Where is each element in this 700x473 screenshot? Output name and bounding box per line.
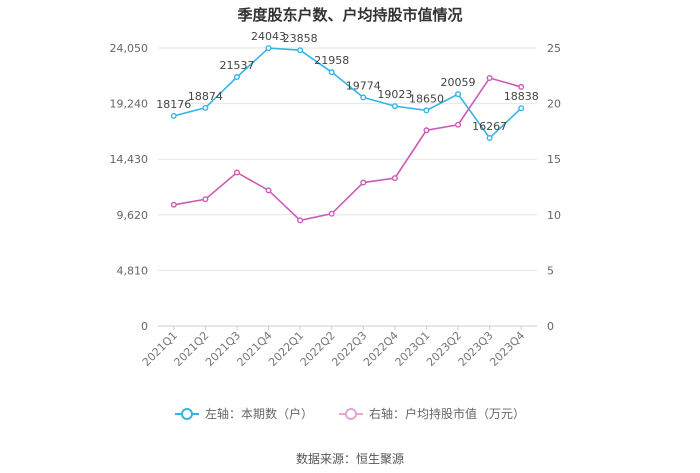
- data-label: 16267: [472, 120, 507, 133]
- avg-holding-value-point: [423, 127, 430, 134]
- avg-holding-value-point: [518, 83, 525, 90]
- avg-holding-value-point: [170, 201, 177, 208]
- shareholder-count-point: [518, 105, 525, 112]
- data-label: 18650: [409, 92, 444, 105]
- y-right-tick-label: 0: [547, 320, 554, 333]
- y-left-tick-label: 14,430: [110, 153, 149, 166]
- legend-item-left-axis[interactable]: 左轴：本期数（户）: [174, 405, 313, 422]
- shareholder-count-point: [265, 45, 272, 52]
- source-note: 数据来源：恒生聚源: [295, 452, 404, 466]
- y-right-tick-label: 5: [547, 264, 554, 277]
- data-label: 18838: [504, 90, 539, 103]
- y-left-tick-label: 9,620: [117, 209, 149, 222]
- data-label: 18874: [188, 90, 223, 103]
- legend-label-left: 左轴：本期数（户）: [204, 407, 313, 421]
- shareholder-count-point: [455, 91, 462, 98]
- shareholder-count-point: [328, 69, 335, 76]
- data-label: 23858: [283, 32, 318, 45]
- legend-item-right-axis[interactable]: 右轴：户均持股市值（万元）: [339, 405, 525, 422]
- avg-holding-value-point: [486, 75, 493, 82]
- shareholder-count-point: [170, 112, 177, 119]
- avg-holding-value-point: [360, 179, 367, 186]
- avg-holding-value-line: [173, 77, 522, 222]
- shareholder-count-point: [202, 104, 209, 111]
- avg-holding-value-point: [328, 210, 335, 217]
- data-label: 21537: [219, 59, 254, 72]
- shareholder-count-point: [297, 47, 304, 54]
- grid-layer: [158, 47, 537, 327]
- shareholder-count-line: [173, 47, 522, 140]
- y-left-tick-label: 4,810: [117, 264, 149, 277]
- avg-holding-value-point: [455, 121, 462, 128]
- y-left-tick-label: 0: [141, 320, 148, 333]
- y-right-tick-label: 20: [547, 98, 561, 111]
- shareholder-count-point: [233, 74, 240, 81]
- y-right-tick-label: 10: [547, 209, 561, 222]
- y-right-tick-label: 15: [547, 153, 561, 166]
- avg-holding-value-point: [391, 175, 398, 182]
- data-label: 20059: [441, 76, 476, 89]
- avg-holding-value-point: [297, 217, 304, 224]
- shareholder-count-point: [486, 134, 493, 141]
- avg-holding-value-point: [265, 187, 272, 194]
- avg-holding-value-point: [202, 196, 209, 203]
- shareholder-count-point: [360, 94, 367, 101]
- legend: 左轴：本期数（户） 右轴：户均持股市值（万元）: [0, 405, 700, 422]
- chart-title: 季度股东户数、户均持股市值情况: [237, 6, 463, 24]
- y-left-tick-label: 24,050: [110, 42, 149, 55]
- y-right-tick-label: 25: [547, 42, 561, 55]
- data-label: 19774: [346, 79, 381, 92]
- data-label: 19023: [377, 88, 412, 101]
- data-label: 24043: [251, 30, 286, 43]
- legend-marker-right-icon: [339, 407, 363, 420]
- avg-holding-value-point: [233, 169, 240, 176]
- series-layer: [170, 45, 525, 224]
- data-label: 18176: [156, 98, 191, 111]
- shareholder-count-point: [423, 107, 430, 114]
- shareholder-count-point: [391, 103, 398, 110]
- x-tick-label: 2023Q4: [487, 329, 527, 369]
- legend-label-right: 右轴：户均持股市值（万元）: [369, 407, 526, 421]
- axis-layer: 0 0 4,810 5 9,620 10 14,430 15 19,240 20 24,050 25 2…: [110, 42, 562, 369]
- data-label: 21958: [314, 54, 349, 67]
- y-left-tick-label: 19,240: [110, 98, 149, 111]
- legend-marker-left-icon: [174, 407, 199, 420]
